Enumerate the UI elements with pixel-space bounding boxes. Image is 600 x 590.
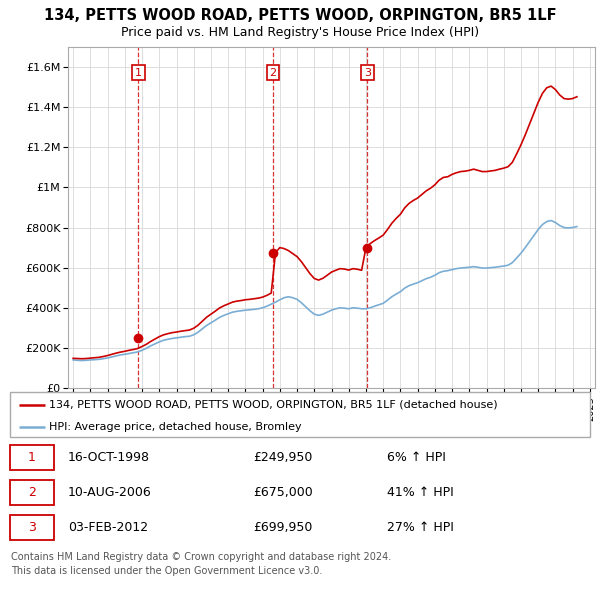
Text: Price paid vs. HM Land Registry's House Price Index (HPI): Price paid vs. HM Land Registry's House … [121,26,479,39]
Text: 2: 2 [28,486,35,499]
FancyBboxPatch shape [10,480,53,505]
Text: 16-OCT-1998: 16-OCT-1998 [68,451,150,464]
Text: 10-AUG-2006: 10-AUG-2006 [68,486,152,499]
Text: HPI: Average price, detached house, Bromley: HPI: Average price, detached house, Brom… [49,422,302,432]
FancyBboxPatch shape [10,445,53,470]
Text: 41% ↑ HPI: 41% ↑ HPI [387,486,454,499]
FancyBboxPatch shape [10,515,53,540]
Text: £699,950: £699,950 [254,521,313,534]
Text: 6% ↑ HPI: 6% ↑ HPI [387,451,446,464]
Text: 3: 3 [28,521,35,534]
Text: 3: 3 [364,68,371,77]
Text: 2: 2 [269,68,277,77]
Text: Contains HM Land Registry data © Crown copyright and database right 2024.: Contains HM Land Registry data © Crown c… [11,552,391,562]
Text: 1: 1 [135,68,142,77]
Text: 27% ↑ HPI: 27% ↑ HPI [387,521,454,534]
Text: 134, PETTS WOOD ROAD, PETTS WOOD, ORPINGTON, BR5 1LF: 134, PETTS WOOD ROAD, PETTS WOOD, ORPING… [44,8,556,23]
Text: 03-FEB-2012: 03-FEB-2012 [68,521,148,534]
Text: 134, PETTS WOOD ROAD, PETTS WOOD, ORPINGTON, BR5 1LF (detached house): 134, PETTS WOOD ROAD, PETTS WOOD, ORPING… [49,399,498,409]
Text: This data is licensed under the Open Government Licence v3.0.: This data is licensed under the Open Gov… [11,566,322,576]
Text: £675,000: £675,000 [254,486,313,499]
Text: £249,950: £249,950 [254,451,313,464]
Text: 1: 1 [28,451,35,464]
